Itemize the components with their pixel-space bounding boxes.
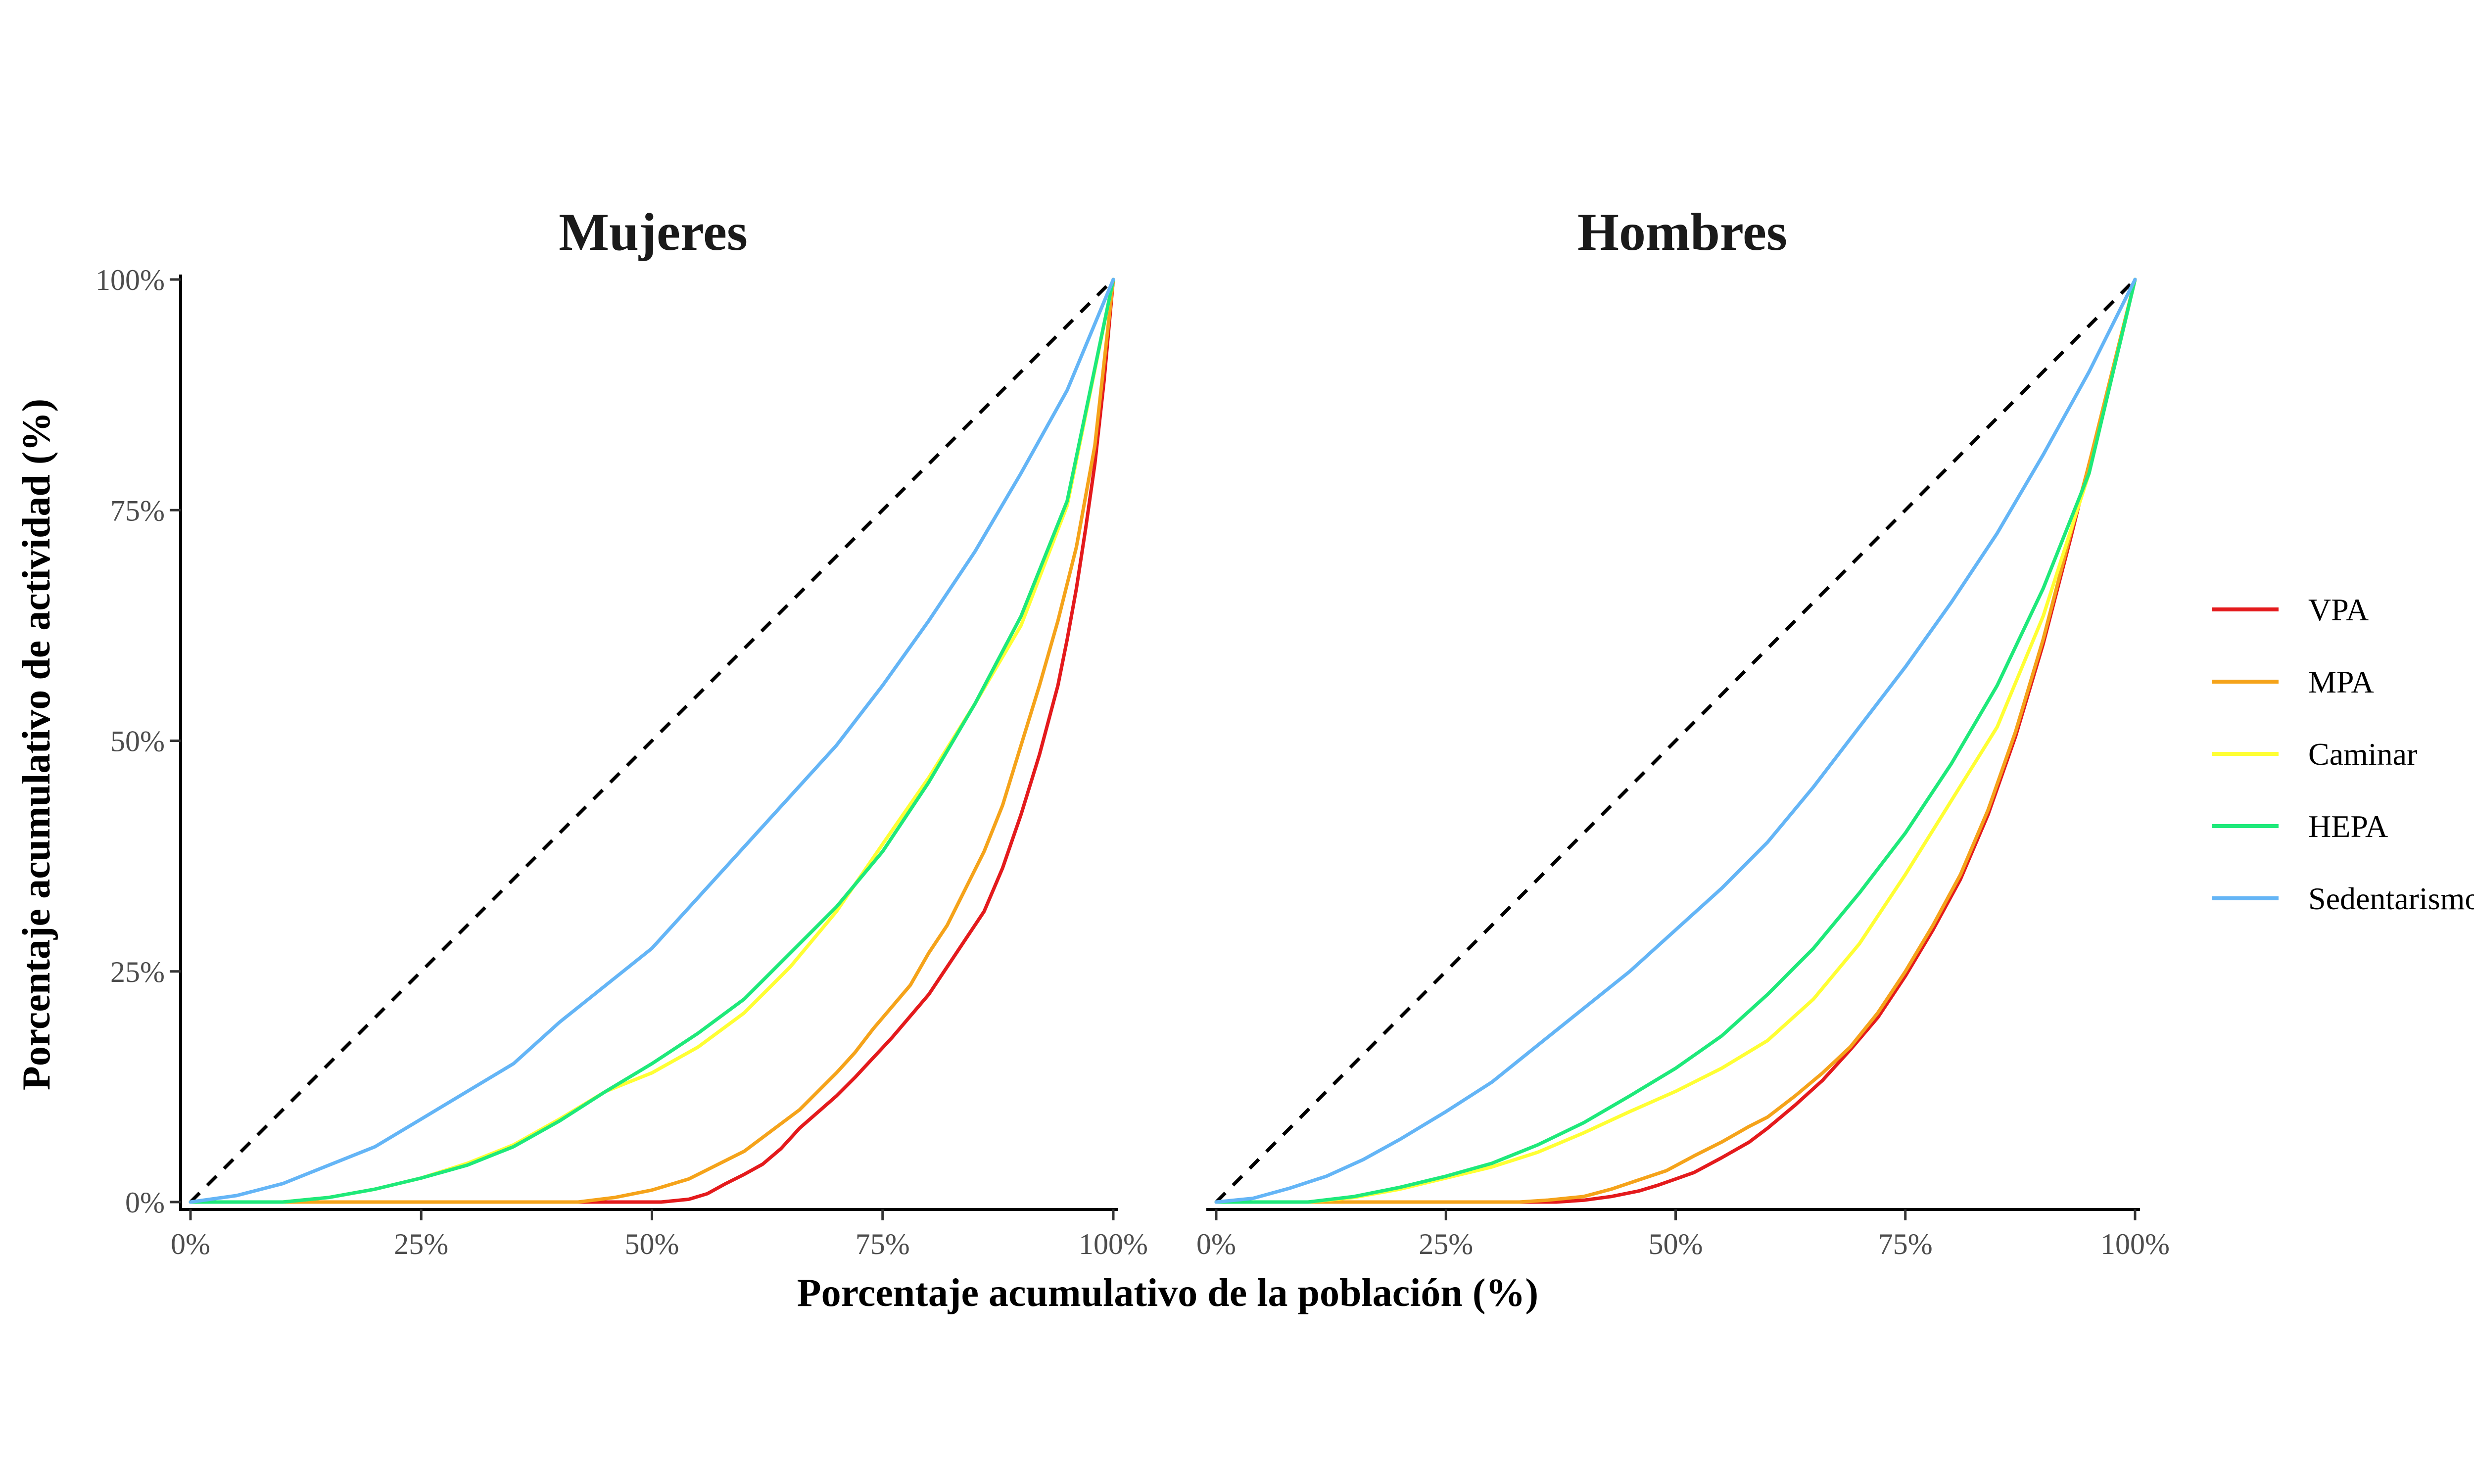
y-tick-label: 100%: [95, 264, 165, 296]
x-tick-label: 25%: [394, 1228, 448, 1260]
legend-label: Sedentarismo: [2308, 881, 2474, 916]
x-tick-label: 25%: [1419, 1228, 1473, 1260]
legend-label: Caminar: [2308, 737, 2417, 772]
x-tick-label: 75%: [1878, 1228, 1933, 1260]
x-tick-label: 0%: [1196, 1228, 1236, 1260]
y-tick-label: 0%: [125, 1186, 165, 1219]
legend: VPA MPA Caminar HEPA Sedentarismo: [2212, 592, 2474, 916]
x-tick-label: 50%: [1649, 1228, 1703, 1260]
x-tick-label: 0%: [171, 1228, 210, 1260]
panel-hombres: Hombres 0% 25% 50% 75% 100%: [1196, 203, 2170, 1260]
y-tick-label: 25%: [110, 956, 165, 988]
series-line-caminar: [1214, 278, 2137, 1204]
equality-reference-line: [1215, 278, 2137, 1204]
x-axis-title: Porcentaje acumulativo de la población (…: [797, 1271, 1538, 1315]
legend-label: VPA: [2308, 592, 2369, 627]
legend-label: MPA: [2308, 664, 2374, 699]
panel-title: Hombres: [1577, 203, 1787, 262]
legend-label: HEPA: [2308, 809, 2388, 844]
panel-plot-area: 0% 25% 50% 75% 100%: [1196, 278, 2170, 1260]
equality-reference-line: [189, 278, 1115, 1204]
y-axis-title: Porcentaje acumulativo de actividad (%): [15, 399, 58, 1090]
y-tick-label: 75%: [110, 494, 165, 527]
panel-title: Mujeres: [559, 203, 748, 262]
series-line-vpa: [189, 278, 1115, 1204]
series-line-sedentarismo: [189, 278, 1115, 1204]
y-tick-label: 50%: [110, 725, 165, 758]
x-tick-label: 75%: [856, 1228, 910, 1260]
x-tick-label: 50%: [625, 1228, 679, 1260]
panel-plot-area: 0% 25% 50% 75% 100% 0% 25% 50% 75% 100%: [95, 264, 1148, 1260]
series-line-mpa: [1214, 278, 2137, 1204]
panel-mujeres: Mujeres 0% 25% 50% 75% 100% 0% 25% 50% 75% 100%: [95, 203, 1148, 1260]
series-line-mpa: [189, 278, 1115, 1204]
x-tick-label: 100%: [1079, 1228, 1148, 1260]
series-line-hepa: [189, 278, 1115, 1204]
x-tick-label: 100%: [2100, 1228, 2170, 1260]
series-line-sedentarismo: [1214, 278, 2137, 1204]
series-line-hepa: [1214, 278, 2137, 1204]
